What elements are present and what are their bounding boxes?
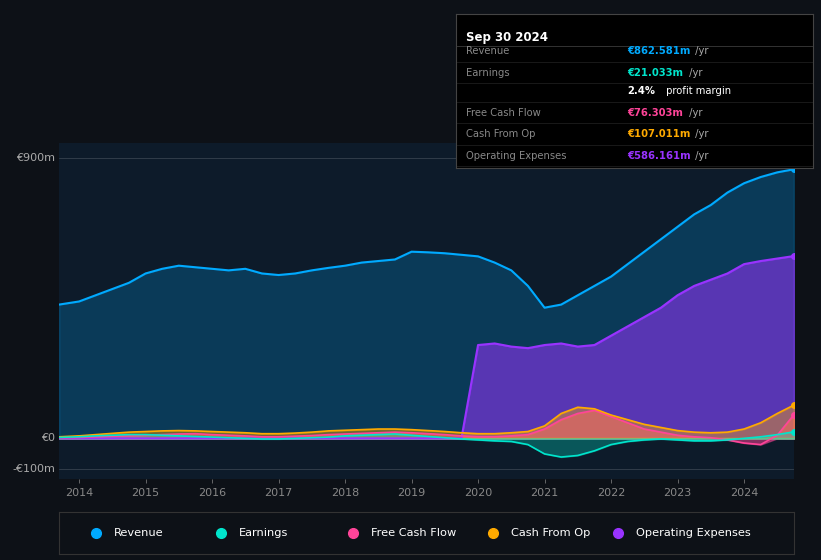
Text: /yr: /yr	[686, 108, 702, 118]
Text: Cash From Op: Cash From Op	[466, 129, 536, 139]
Text: €21.033m: €21.033m	[627, 68, 683, 77]
Text: /yr: /yr	[686, 68, 702, 77]
Text: Earnings: Earnings	[466, 68, 510, 77]
Text: Sep 30 2024: Sep 30 2024	[466, 31, 548, 44]
Text: Revenue: Revenue	[466, 46, 510, 56]
Text: €107.011m: €107.011m	[627, 129, 690, 139]
Text: /yr: /yr	[692, 151, 709, 161]
Text: €900m: €900m	[16, 153, 55, 164]
Text: €76.303m: €76.303m	[627, 108, 683, 118]
Text: Cash From Op: Cash From Op	[511, 529, 590, 538]
Text: Earnings: Earnings	[239, 529, 288, 538]
Text: Revenue: Revenue	[114, 529, 164, 538]
Text: -€100m: -€100m	[12, 464, 55, 474]
Text: Operating Expenses: Operating Expenses	[466, 151, 566, 161]
Text: profit margin: profit margin	[663, 86, 731, 96]
Text: Free Cash Flow: Free Cash Flow	[371, 529, 456, 538]
Text: Operating Expenses: Operating Expenses	[636, 529, 750, 538]
Text: €862.581m: €862.581m	[627, 46, 690, 56]
Text: /yr: /yr	[692, 129, 709, 139]
Text: €586.161m: €586.161m	[627, 151, 690, 161]
Text: 2.4%: 2.4%	[627, 86, 655, 96]
Text: €0: €0	[41, 433, 55, 444]
Text: /yr: /yr	[692, 46, 709, 56]
Text: Free Cash Flow: Free Cash Flow	[466, 108, 541, 118]
